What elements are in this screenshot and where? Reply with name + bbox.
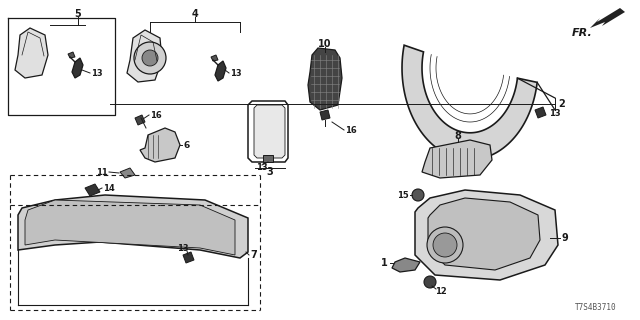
Polygon shape — [428, 198, 540, 270]
Circle shape — [142, 50, 158, 66]
Polygon shape — [415, 190, 558, 280]
Polygon shape — [320, 110, 330, 120]
Text: 7: 7 — [250, 250, 257, 260]
Text: 13: 13 — [230, 68, 242, 77]
Polygon shape — [183, 252, 194, 263]
Circle shape — [134, 42, 166, 74]
Polygon shape — [25, 200, 235, 255]
Polygon shape — [590, 8, 625, 28]
Polygon shape — [72, 58, 83, 78]
Text: 13: 13 — [256, 163, 268, 172]
Text: 5: 5 — [75, 9, 81, 19]
Bar — [263, 155, 273, 162]
Text: 10: 10 — [318, 39, 332, 49]
Text: 14: 14 — [103, 183, 115, 193]
Circle shape — [412, 189, 424, 201]
Polygon shape — [422, 140, 492, 178]
Text: 15: 15 — [397, 190, 409, 199]
Polygon shape — [15, 28, 48, 78]
Text: 11: 11 — [96, 167, 108, 177]
Text: 13: 13 — [549, 108, 561, 117]
Text: 13: 13 — [91, 68, 102, 77]
Polygon shape — [392, 258, 420, 272]
Polygon shape — [402, 45, 537, 160]
Text: 6: 6 — [183, 140, 189, 149]
Polygon shape — [254, 105, 285, 158]
Polygon shape — [535, 107, 546, 118]
Circle shape — [424, 276, 436, 288]
Polygon shape — [135, 115, 145, 125]
Text: 3: 3 — [267, 167, 273, 177]
Polygon shape — [140, 128, 180, 162]
Polygon shape — [211, 55, 218, 61]
Text: 9: 9 — [562, 233, 569, 243]
Polygon shape — [85, 184, 100, 196]
Circle shape — [433, 233, 457, 257]
Text: 16: 16 — [345, 125, 356, 134]
Text: 4: 4 — [191, 9, 198, 19]
Circle shape — [427, 227, 463, 263]
Text: T7S4B3710: T7S4B3710 — [575, 303, 616, 312]
Text: 2: 2 — [558, 99, 564, 109]
Polygon shape — [308, 48, 342, 110]
Polygon shape — [68, 52, 75, 58]
Text: 1: 1 — [381, 258, 388, 268]
Polygon shape — [120, 168, 135, 178]
Text: 13: 13 — [177, 244, 189, 252]
Polygon shape — [18, 195, 248, 258]
Text: 12: 12 — [435, 286, 447, 295]
Text: 16: 16 — [150, 110, 162, 119]
Polygon shape — [248, 101, 288, 162]
Text: 8: 8 — [454, 131, 461, 141]
Polygon shape — [215, 61, 226, 81]
Polygon shape — [127, 30, 162, 82]
Text: FR.: FR. — [572, 28, 593, 38]
